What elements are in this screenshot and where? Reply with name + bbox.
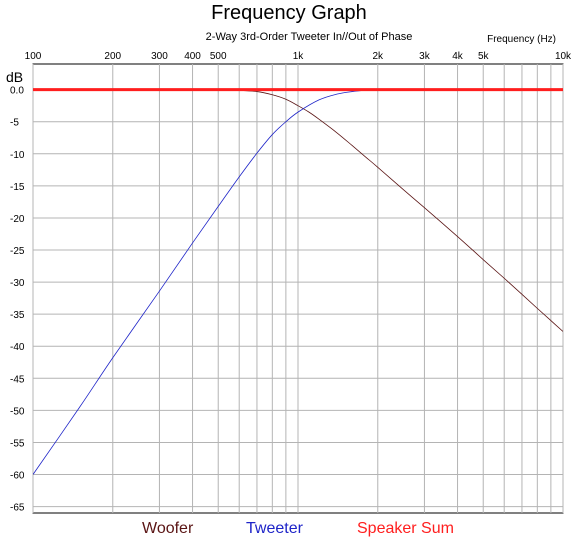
- y-tick-label: -40: [10, 342, 25, 353]
- x-tick-label: 4k: [452, 51, 464, 62]
- x-axis-label: Frequency (Hz): [487, 34, 556, 45]
- x-tick-label: 300: [151, 51, 168, 62]
- y-tick-label: -35: [10, 310, 25, 321]
- y-tick-label: -15: [10, 182, 25, 193]
- y-axis-label: dB: [6, 69, 24, 85]
- x-tick-label: 200: [104, 51, 121, 62]
- x-tick-label: 10k: [555, 51, 572, 62]
- y-tick-label: -55: [10, 438, 25, 449]
- y-tick-label: -5: [10, 118, 19, 129]
- y-tick-label: -30: [10, 278, 25, 289]
- x-tick-label: 100: [25, 51, 42, 62]
- y-tick-label: 0.0: [10, 86, 24, 97]
- chart-subtitle: 2-Way 3rd-Order Tweeter In//Out of Phase: [205, 31, 413, 43]
- y-tick-label: -60: [10, 471, 25, 482]
- y-tick-label: -20: [10, 214, 25, 225]
- legend-tweeter: Tweeter: [246, 520, 303, 537]
- x-tick-label: 3k: [419, 51, 431, 62]
- y-tick-label: -25: [10, 246, 25, 257]
- legend-speaker-sum: Speaker Sum: [357, 520, 454, 537]
- x-tick-label: 1k: [293, 51, 305, 62]
- legend-woofer: Woofer: [142, 520, 194, 537]
- x-tick-label: 500: [210, 51, 227, 62]
- x-tick-label: 5k: [478, 51, 490, 62]
- chart-title: Frequency Graph: [211, 2, 367, 24]
- y-tick-label: -50: [10, 406, 25, 417]
- x-tick-label: 400: [184, 51, 201, 62]
- y-tick-label: -45: [10, 374, 25, 385]
- grid: [32, 64, 564, 513]
- y-tick-label: -65: [10, 503, 25, 514]
- y-tick-label: -10: [10, 150, 25, 161]
- x-tick-label: 2k: [372, 51, 384, 62]
